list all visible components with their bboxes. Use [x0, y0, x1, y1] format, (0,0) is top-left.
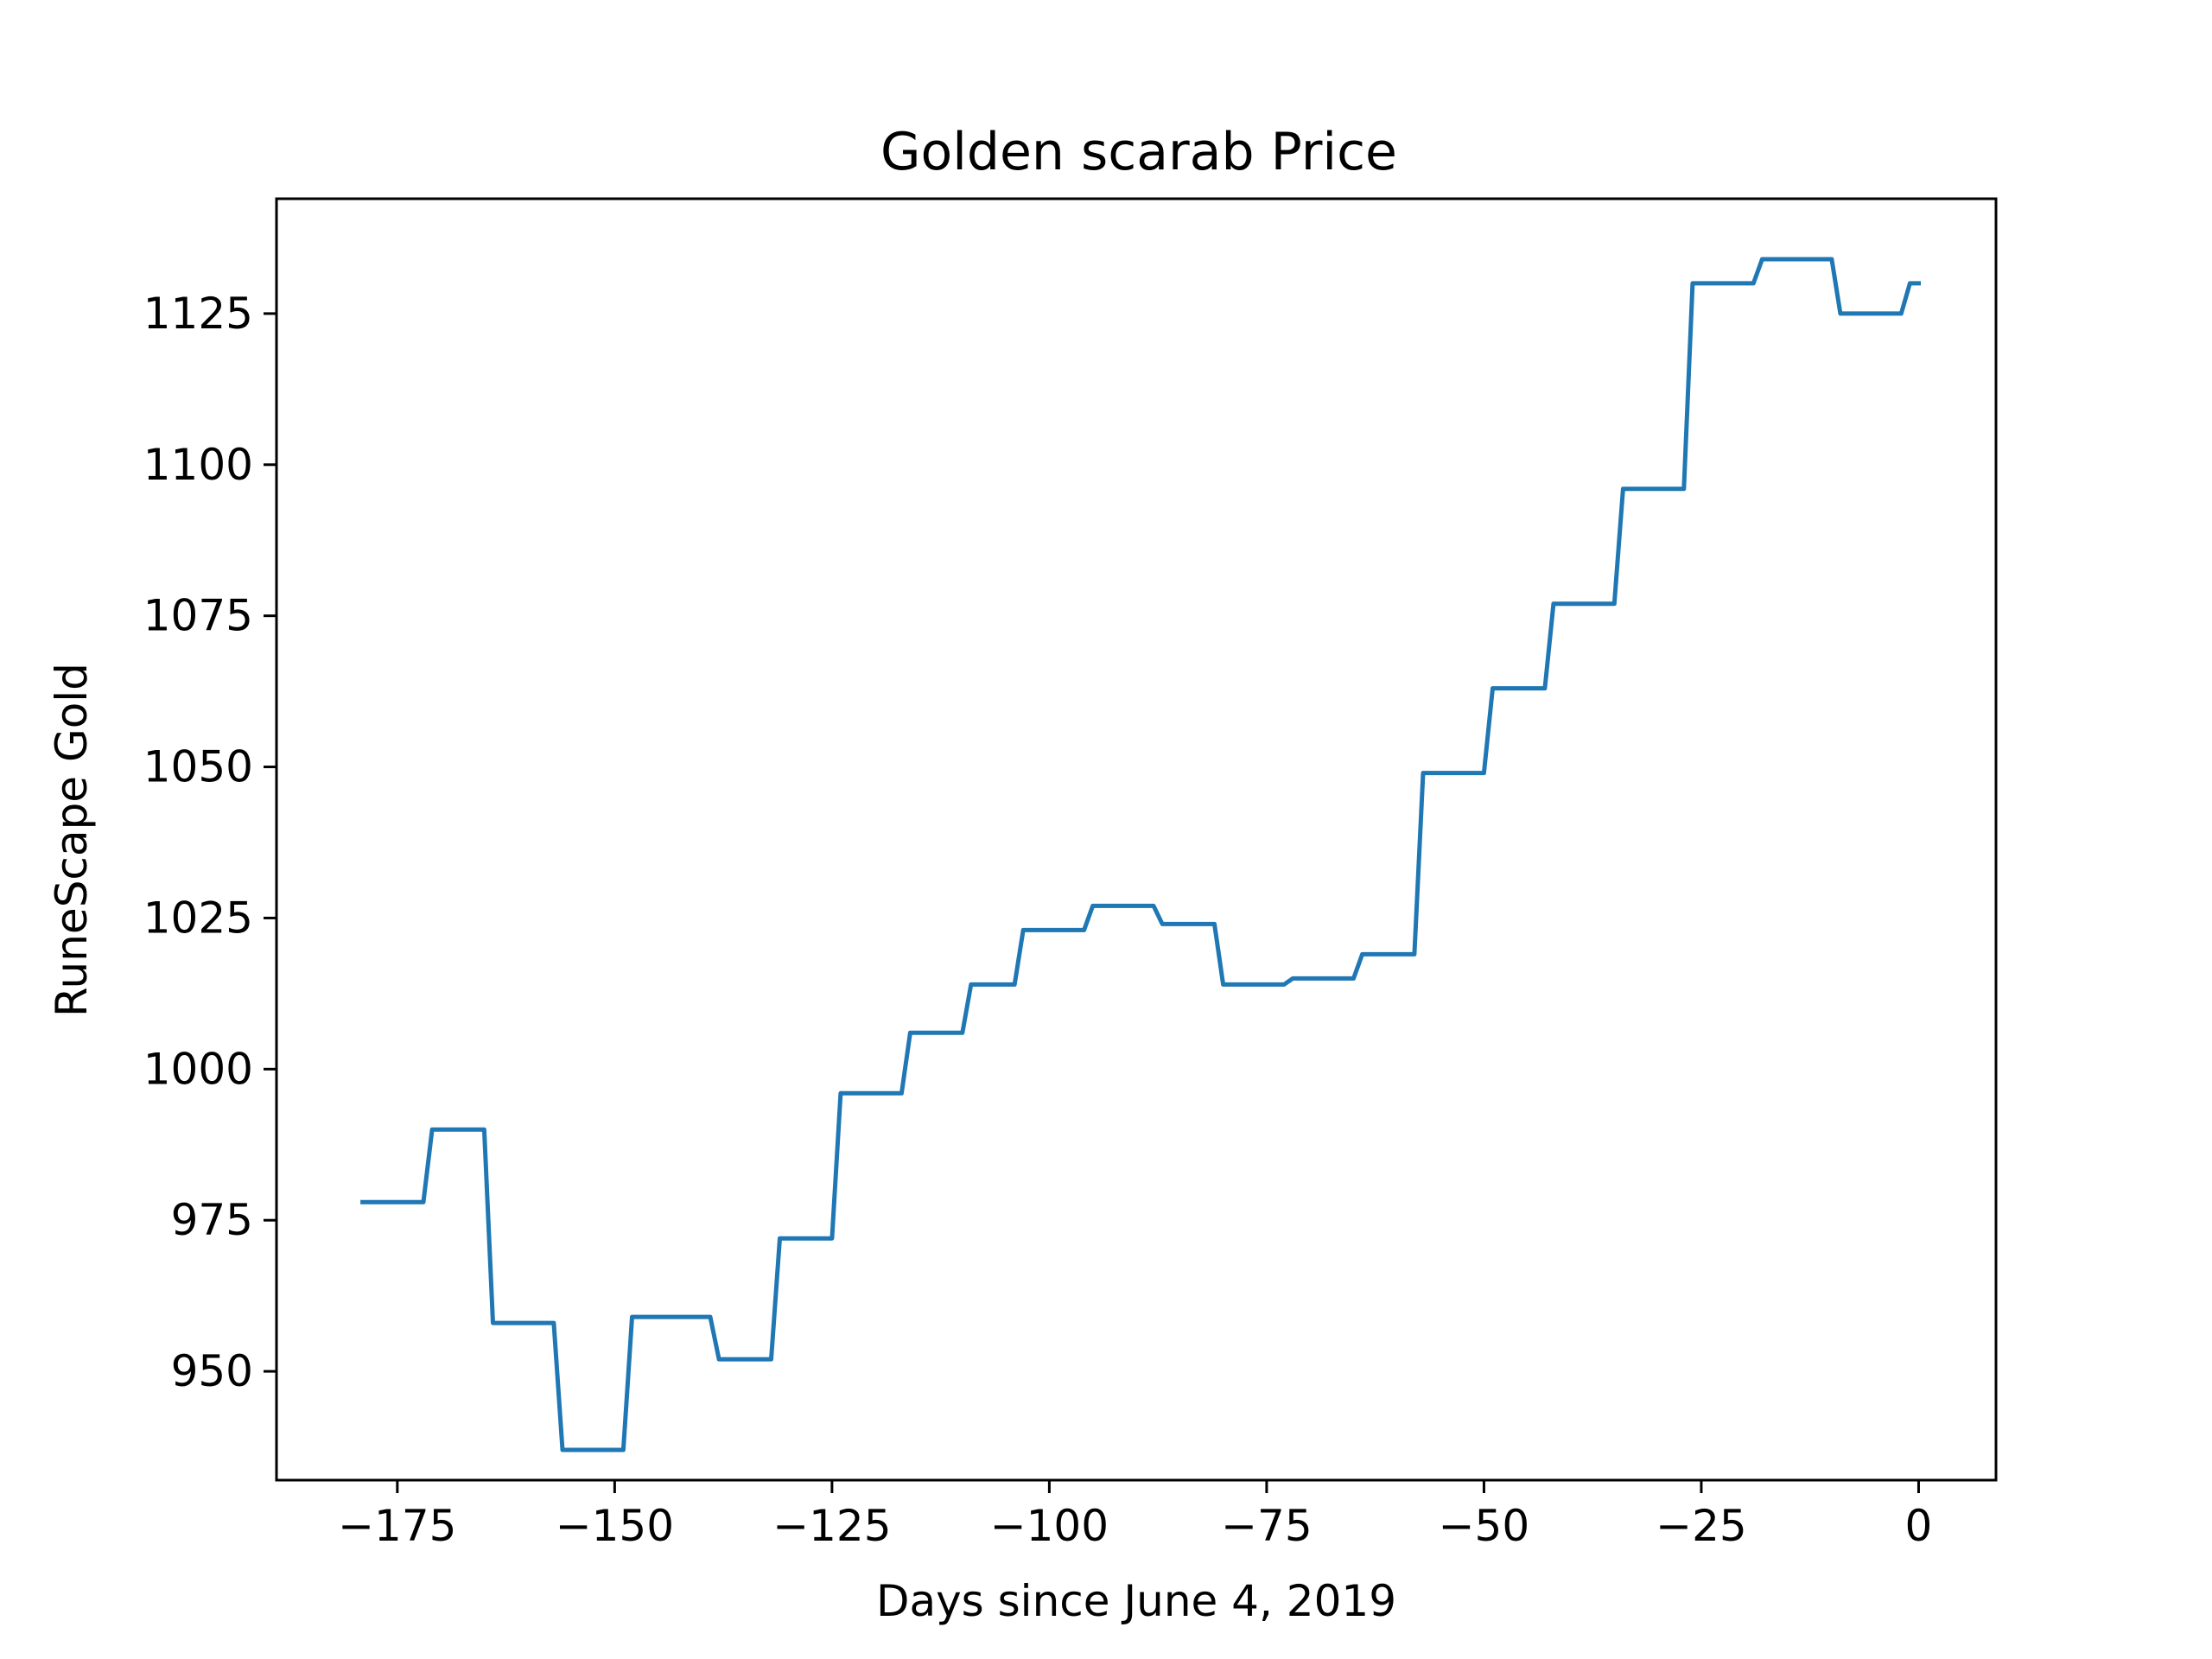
x-tick-label: −150 — [556, 1501, 674, 1551]
y-tick-label: 950 — [171, 1346, 253, 1396]
axes-frame — [275, 197, 1998, 1482]
x-tick-label: −100 — [990, 1501, 1109, 1551]
y-tick-label: 975 — [171, 1195, 253, 1245]
x-tick-label: −75 — [1221, 1501, 1313, 1551]
x-tick-label: −175 — [338, 1501, 456, 1551]
plot-area — [275, 197, 1998, 1482]
chart-title: Golden scarab Price — [880, 122, 1397, 182]
x-axis-ticks: −175 −150 −125 −100 −75 −50 −25 0 — [338, 1480, 1932, 1551]
x-axis-label: Days since June 4, 2019 — [876, 1576, 1396, 1626]
x-tick-label: −25 — [1656, 1501, 1747, 1551]
y-tick-label: 1125 — [143, 289, 253, 339]
y-tick-label: 1025 — [143, 893, 253, 943]
x-tick-label: −125 — [772, 1501, 891, 1551]
series-line — [360, 257, 1921, 1452]
y-tick-label: 1075 — [143, 591, 253, 641]
y-tick-label: 1100 — [143, 440, 253, 490]
y-tick-label: 1050 — [143, 742, 253, 792]
y-tick-label: 1000 — [143, 1044, 253, 1094]
y-axis-label: RuneScape Gold — [47, 663, 97, 1017]
x-tick-label: −50 — [1439, 1501, 1530, 1551]
x-tick-label: 0 — [1905, 1501, 1933, 1551]
y-axis-ticks: 950 975 1000 1025 1050 1075 1100 1125 — [143, 289, 276, 1396]
